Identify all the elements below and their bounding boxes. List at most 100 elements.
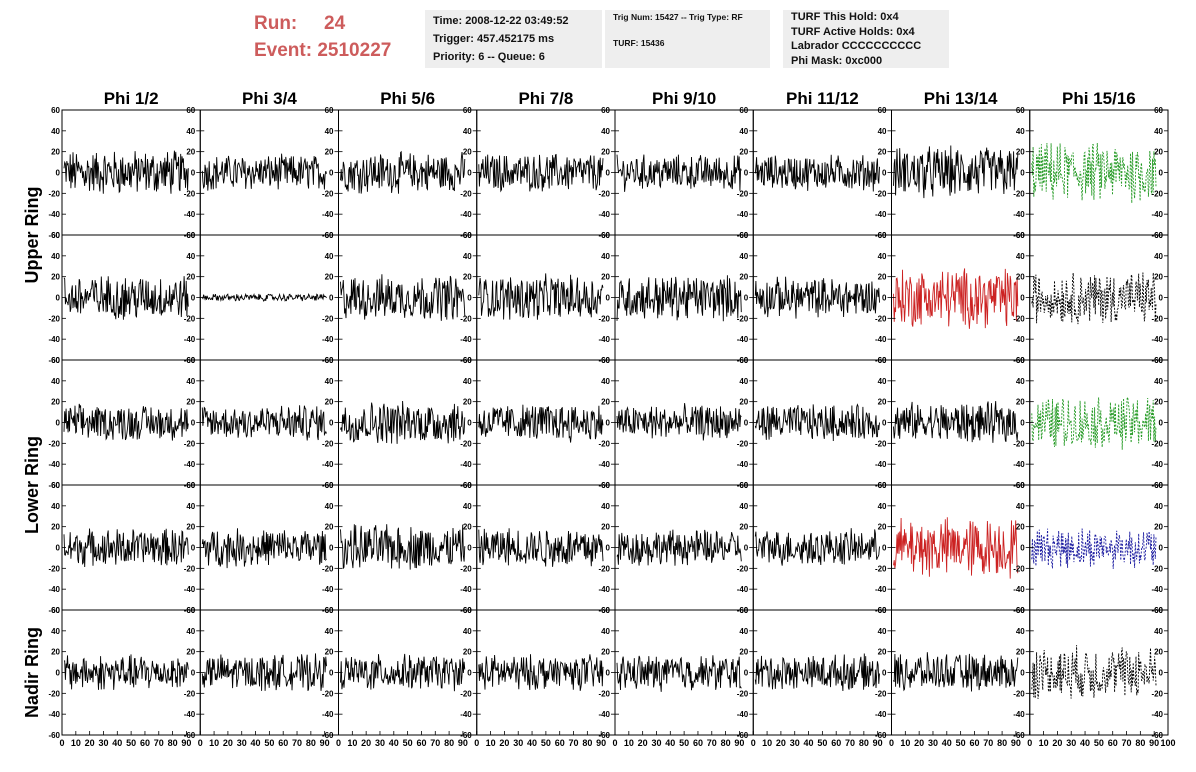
y-tick-label: -40 xyxy=(737,210,749,219)
waveform-trace xyxy=(1031,272,1157,325)
x-tick-label: 70 xyxy=(154,738,164,748)
y-tick-label: -40 xyxy=(322,460,334,469)
y-tick-label: 40 xyxy=(463,127,472,136)
y-tick-label: 0 xyxy=(1159,169,1164,178)
waveform-trace xyxy=(63,403,189,441)
y-tick-label: 0 xyxy=(191,169,196,178)
waveform-trace xyxy=(1031,142,1157,204)
x-tick-label: 0 xyxy=(751,738,756,748)
y-tick-label: 40 xyxy=(739,377,748,386)
x-tick-label: 60 xyxy=(140,738,150,748)
x-tick-label: 10 xyxy=(1039,738,1049,748)
y-tick-label: 20 xyxy=(739,148,748,157)
x-tick-label: 80 xyxy=(859,738,869,748)
y-tick-label: 0 xyxy=(606,544,611,553)
x-tick-label: 90 xyxy=(1011,738,1021,748)
x-tick-label: 20 xyxy=(499,738,509,748)
y-tick-label: 60 xyxy=(325,356,334,365)
y-tick-label: -20 xyxy=(1151,314,1163,323)
x-tick-label: 70 xyxy=(430,738,440,748)
y-tick-label: 40 xyxy=(1154,252,1163,261)
y-tick-label: 0 xyxy=(606,669,611,678)
y-tick-label: 40 xyxy=(51,627,60,636)
waveform-trace xyxy=(478,528,604,567)
turf-info-box: TURF This Hold: 0x4 TURF Active Holds: 0… xyxy=(783,10,949,68)
run-label: Run: xyxy=(254,13,298,34)
x-tick-label: 90 xyxy=(320,738,330,748)
x-tick-label: 60 xyxy=(1108,738,1118,748)
y-tick-label: -40 xyxy=(48,710,60,719)
waveform-trace xyxy=(340,274,466,321)
y-tick-label: -40 xyxy=(48,335,60,344)
y-tick-label: -40 xyxy=(460,585,472,594)
y-tick-label: -20 xyxy=(875,689,887,698)
y-tick-label: 60 xyxy=(739,481,748,490)
x-tick-label: 70 xyxy=(292,738,302,748)
x-tick-label: 90 xyxy=(1149,738,1159,748)
x-tick-label: 40 xyxy=(804,738,814,748)
y-tick-label: -20 xyxy=(460,189,472,198)
y-tick-label: 60 xyxy=(601,231,610,240)
column-header: Phi 7/8 xyxy=(518,89,573,108)
waveform-trace xyxy=(478,654,604,691)
y-tick-label: -20 xyxy=(875,189,887,198)
x-tick-label: 50 xyxy=(679,738,689,748)
y-tick-label: -40 xyxy=(1151,585,1163,594)
y-tick-label: 40 xyxy=(325,502,334,511)
y-tick-label: 60 xyxy=(463,106,472,115)
y-tick-label: -40 xyxy=(48,210,60,219)
waveform-trace xyxy=(478,153,604,193)
y-tick-label: 20 xyxy=(601,148,610,157)
x-tick-label: 80 xyxy=(444,738,454,748)
phi-mask-text: Phi Mask: 0xc000 xyxy=(791,54,883,67)
column-header: Phi 9/10 xyxy=(652,89,716,108)
y-tick-label: -40 xyxy=(1151,210,1163,219)
y-tick-label: -20 xyxy=(460,564,472,573)
y-tick-label: -40 xyxy=(1151,710,1163,719)
waveform-trace xyxy=(893,268,1019,329)
y-tick-label: 0 xyxy=(606,419,611,428)
y-tick-label: -40 xyxy=(737,585,749,594)
waveform-trace xyxy=(754,154,880,192)
waveform-trace xyxy=(340,150,466,194)
y-tick-label: 60 xyxy=(1016,106,1025,115)
y-tick-label: 0 xyxy=(56,169,61,178)
y-tick-label: 60 xyxy=(51,231,60,240)
y-tick-label: -20 xyxy=(1151,189,1163,198)
y-tick-label: -40 xyxy=(322,710,334,719)
y-tick-label: -40 xyxy=(1151,335,1163,344)
x-tick-label: 50 xyxy=(817,738,827,748)
y-tick-label: 40 xyxy=(51,377,60,386)
x-tick-label: 30 xyxy=(928,738,938,748)
y-tick-label: 60 xyxy=(51,356,60,365)
y-tick-label: 40 xyxy=(186,377,195,386)
y-tick-label: 0 xyxy=(744,169,749,178)
y-tick-label: -40 xyxy=(875,210,887,219)
x-tick-label: 10 xyxy=(762,738,772,748)
y-tick-label: -40 xyxy=(598,335,610,344)
x-tick-label: 20 xyxy=(85,738,95,748)
waveform-trace xyxy=(201,653,327,691)
y-tick-label: 20 xyxy=(463,398,472,407)
panel-frame xyxy=(1029,359,1169,486)
y-tick-label: -20 xyxy=(737,689,749,698)
x-tick-label: 20 xyxy=(361,738,371,748)
x-tick-label: 80 xyxy=(1135,738,1145,748)
y-tick-label: -20 xyxy=(184,689,196,698)
y-tick-label: -40 xyxy=(598,710,610,719)
y-tick-label: -40 xyxy=(737,460,749,469)
y-tick-label: -20 xyxy=(322,189,334,198)
y-tick-label: -20 xyxy=(1013,564,1025,573)
waveform-trace xyxy=(63,528,189,568)
trigger-text: Trigger: 457.452175 ms xyxy=(433,33,555,45)
y-tick-label: -60 xyxy=(1013,731,1025,740)
waveform-trace xyxy=(754,276,880,319)
y-tick-label: 0 xyxy=(1020,294,1025,303)
waveform-trace xyxy=(201,292,327,303)
y-tick-label: 60 xyxy=(1154,106,1163,115)
waveform-trace xyxy=(616,655,742,692)
x-tick-label: 50 xyxy=(1094,738,1104,748)
x-tick-label: 80 xyxy=(306,738,316,748)
y-tick-label: -60 xyxy=(48,481,60,490)
y-tick-label: 40 xyxy=(1016,502,1025,511)
